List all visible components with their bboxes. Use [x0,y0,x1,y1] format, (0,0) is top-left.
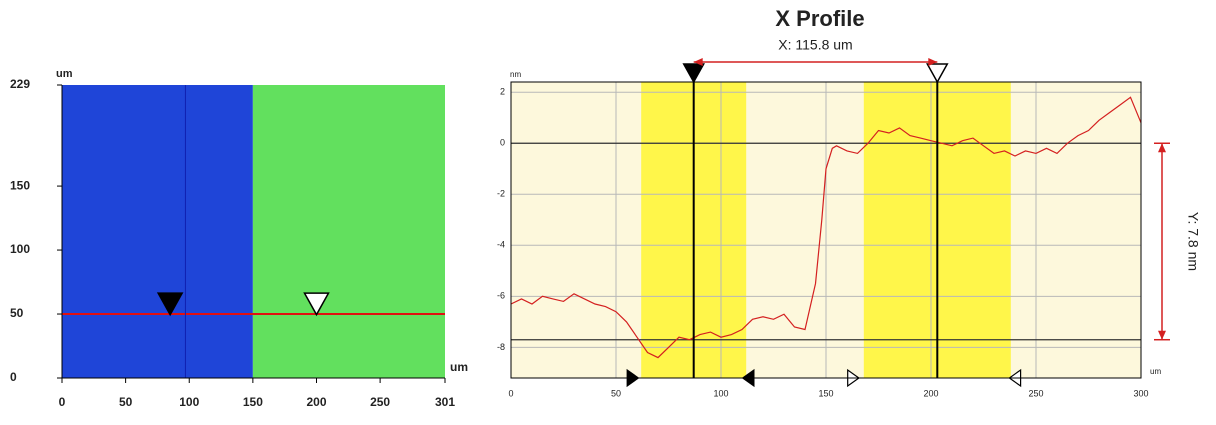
arrow-head [693,58,703,66]
x-tick-label: 200 [306,395,326,409]
x-tick-label: 100 [179,395,199,409]
y-tick-label: 150 [10,178,30,192]
y-tick-label: 2 [500,87,505,97]
x-tick-label: 50 [119,395,133,409]
x-tick-label: 0 [508,388,513,398]
cursor-marker [682,63,705,84]
arrow-head [1158,330,1166,340]
arrow-head [928,58,938,66]
x-span-label: X: 115.8 um [778,37,852,53]
y-tick-label: 229 [10,77,30,91]
x-unit: um [450,360,468,374]
y-tick-label: 50 [10,306,24,320]
heatmap-region [62,85,253,378]
y-unit: nm [510,70,521,79]
chart-title: X Profile [775,6,864,31]
x-tick-label: 250 [1028,388,1043,398]
x-unit: um [1150,367,1161,376]
cursor-marker [156,292,184,317]
y-span-label: Y: 7.8 nm [1185,212,1201,271]
y-unit: um [56,68,73,80]
y-tick-label: 0 [500,138,505,148]
y-tick-label: 100 [10,242,30,256]
y-tick-label: -2 [497,189,505,199]
cursor-marker [303,292,330,317]
x-tick-label: 301 [435,395,455,409]
y-tick-label: -4 [497,240,505,250]
heatmap-region [252,85,445,378]
y-tick-label: -8 [497,342,505,352]
x-tick-label: 50 [611,388,621,398]
x-tick-label: 150 [243,395,263,409]
x-tick-label: 200 [923,388,938,398]
y-tick-label: -6 [497,291,505,301]
cursor-marker [926,63,949,84]
profile-line [510,96,1142,359]
y-tick-label: 0 [10,370,17,384]
x-tick-label: 100 [713,388,728,398]
arrow-head [1158,143,1166,153]
x-tick-label: 0 [59,395,66,409]
x-tick-label: 250 [370,395,390,409]
x-tick-label: 150 [818,388,833,398]
x-tick-label: 300 [1133,388,1148,398]
plot-frame [510,81,1142,379]
